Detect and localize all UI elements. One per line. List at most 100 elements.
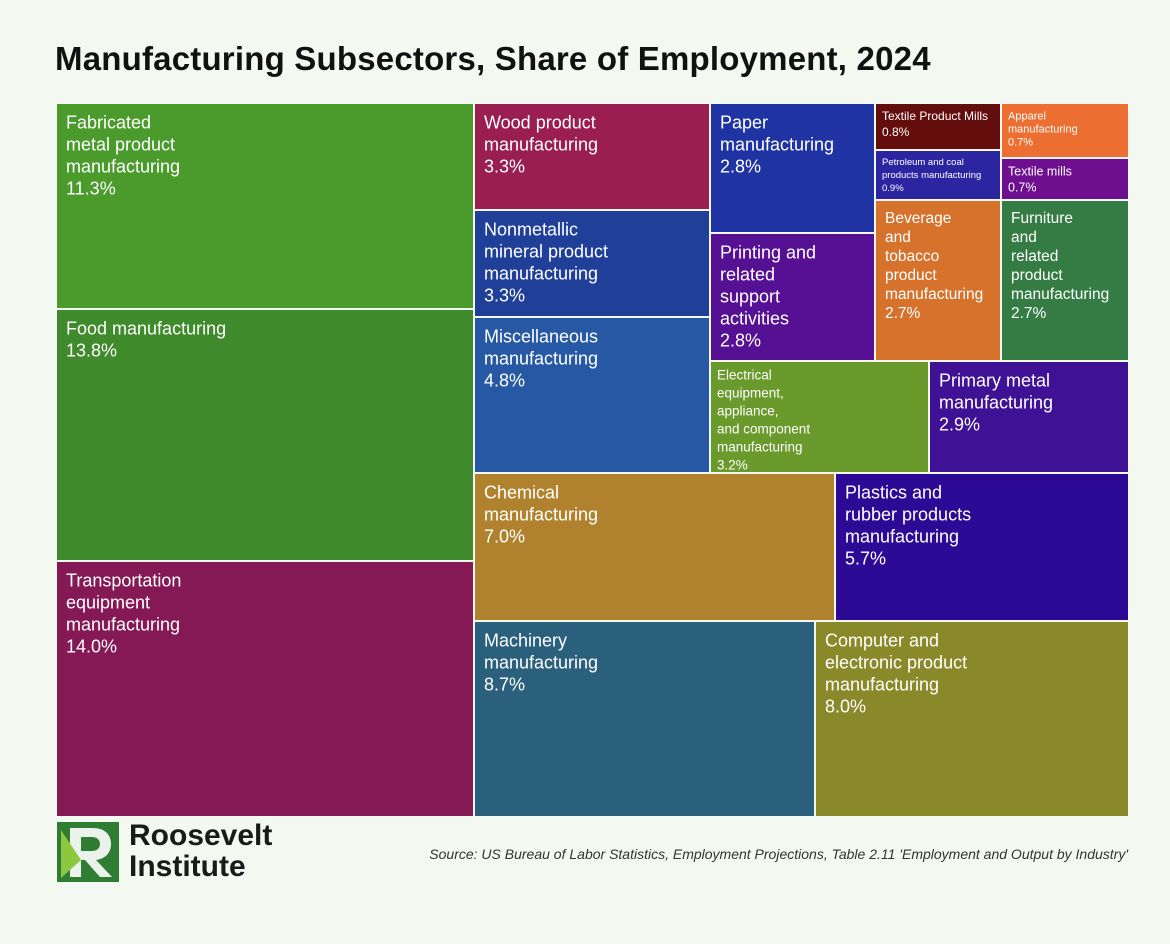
tile-name-line: Chemical (484, 482, 559, 502)
tile-rect-electrical-equipment (711, 362, 928, 472)
tile-wood-product[interactable]: Wood product manufacturing 3.3% (475, 104, 709, 209)
tile-miscellaneous[interactable]: Miscellaneous manufacturing 4.8% (475, 318, 709, 472)
tile-name-line: mineral product (484, 241, 608, 261)
tile-rect-transportation-equipment (57, 562, 473, 816)
tile-furniture[interactable]: Furniture and related product manufacturing 2… (1002, 201, 1128, 360)
tile-name-line: products manufacturing (882, 170, 981, 181)
tile-name-line: Textile Product Mills (882, 109, 988, 123)
source-note: Source: US Bureau of Labor Statistics, E… (429, 846, 1128, 862)
tile-machinery[interactable]: Machinery manufacturing 8.7% (475, 622, 814, 816)
tile-name-line: manufacturing (484, 504, 598, 524)
logo-line-1: Roosevelt (129, 819, 273, 852)
tile-name-line: manufacturing (720, 134, 834, 154)
tile-value: 2.7% (885, 305, 921, 322)
tile-electrical-equipment[interactable]: Electrical equipment, appliance, and compon… (711, 362, 928, 472)
tile-value: 4.8% (484, 370, 525, 390)
tile-fabricated-metal[interactable]: Fabricated metal product manufacturing 11.3… (57, 104, 473, 308)
tile-name-line: Petroleum and coal (882, 157, 964, 168)
tile-rect-miscellaneous (475, 318, 709, 472)
tile-rect-fabricated-metal (57, 104, 473, 308)
tile-name-line: manufacturing (1011, 286, 1109, 303)
tile-primary-metal[interactable]: Primary metal manufacturing 2.9% (930, 362, 1128, 472)
tile-name-line: Machinery (484, 630, 567, 650)
tile-value: 2.7% (1011, 305, 1047, 322)
tile-name-line: metal product (66, 134, 175, 154)
tile-value: 0.8% (882, 125, 910, 139)
tile-rect-petroleum-coal (876, 151, 1000, 199)
tile-computer-electronic[interactable]: Computer and electronic product manufactur… (816, 622, 1128, 816)
tile-label-miscellaneous: Miscellaneous manufacturing 4.8% (484, 326, 598, 390)
tile-label-printing: Printing and related support activities 2.8% (720, 242, 816, 350)
tile-petroleum-coal[interactable]: Petroleum and coal products manufacturing… (876, 151, 1000, 199)
tile-rect-paper (711, 104, 874, 232)
tile-name-line: manufacturing (66, 156, 180, 176)
tile-name-line: Paper (720, 112, 768, 132)
tile-value: 0.7% (1008, 136, 1033, 148)
tile-value: 7.0% (484, 526, 525, 546)
tile-textile-product-mills[interactable]: Textile Product Mills 0.8% (876, 104, 1000, 149)
tile-name-line: manufacturing (484, 652, 598, 672)
tile-name-line: Electrical (717, 367, 772, 382)
tile-label-chemical: Chemical manufacturing 7.0% (484, 482, 598, 546)
tile-rect-food (57, 310, 473, 560)
tile-label-textile-product-mills: Textile Product Mills 0.8% (882, 109, 988, 139)
tile-rect-textile-mills (1002, 159, 1128, 199)
tile-label-fabricated-metal: Fabricated metal product manufacturing 11.3… (66, 112, 180, 198)
tile-name-line: activities (720, 308, 789, 328)
tile-name-line: and (1011, 229, 1037, 246)
tile-value: 3.2% (717, 457, 748, 472)
tile-value: 3.3% (484, 156, 525, 176)
tile-name-line: product (1011, 267, 1063, 284)
tile-plastics-rubber[interactable]: Plastics and rubber products manufacturing… (836, 474, 1128, 620)
tile-nonmetallic-mineral[interactable]: Nonmetallic mineral product manufacturing 3… (475, 211, 709, 316)
tile-label-textile-mills: Textile mills 0.7% (1008, 165, 1072, 195)
tile-chemical[interactable]: Chemical manufacturing 7.0% (475, 474, 834, 620)
tile-label-furniture: Furniture and related product manufacturing 2… (1011, 210, 1109, 322)
tile-name-line: Furniture (1011, 210, 1073, 227)
tile-beverage-tobacco[interactable]: Beverage and tobacco product manufacturing 2.… (876, 201, 1000, 360)
tile-name-line: manufacturing (66, 614, 180, 634)
chart-title: Manufacturing Subsectors, Share of Emplo… (55, 40, 931, 77)
tile-apparel[interactable]: Apparel manufacturing 0.7% (1002, 104, 1128, 157)
tile-value: 11.3% (66, 178, 116, 198)
tile-rect-printing (711, 234, 874, 360)
tile-textile-mills[interactable]: Textile mills 0.7% (1002, 159, 1128, 199)
tile-paper[interactable]: Paper manufacturing 2.8% (711, 104, 874, 232)
tile-rect-primary-metal (930, 362, 1128, 472)
tile-name-line: product (885, 267, 937, 284)
tile-value: 14.0% (66, 636, 117, 656)
tile-value: 2.9% (939, 414, 980, 434)
tile-label-beverage-tobacco: Beverage and tobacco product manufacturing 2.… (885, 210, 983, 322)
tile-name-line: support (720, 286, 780, 306)
tile-value: 3.3% (484, 285, 525, 305)
tile-name-line: tobacco (885, 248, 939, 265)
tile-name-line: Computer and (825, 630, 939, 650)
tile-rect-computer-electronic (816, 622, 1128, 816)
tile-label-petroleum-coal: Petroleum and coal products manufacturing… (882, 157, 981, 194)
roosevelt-institute-logo[interactable]: Roosevelt Institute (57, 819, 307, 884)
tile-name-line: electronic product (825, 652, 967, 672)
tile-rect-textile-product-mills (876, 104, 1000, 149)
tile-food[interactable]: Food manufacturing 13.8% (57, 310, 473, 560)
tile-label-wood-product: Wood product manufacturing 3.3% (484, 112, 598, 176)
tile-name-line: manufacturing (845, 526, 959, 546)
tile-name-line: and component (717, 421, 810, 436)
tile-name-line: Textile mills (1008, 165, 1072, 179)
tile-printing[interactable]: Printing and related support activities 2.8% (711, 234, 874, 360)
tile-name-line: rubber products (845, 504, 971, 524)
tile-name-line: related (1011, 248, 1058, 265)
tile-value: 8.7% (484, 674, 525, 694)
logo-r-icon (57, 822, 119, 882)
tile-name-line: Wood product (484, 112, 596, 132)
tile-value: 13.8% (66, 340, 117, 360)
tile-rect-chemical (475, 474, 834, 620)
tile-transportation-equipment[interactable]: Transportation equipment manufacturing 14.0… (57, 562, 473, 816)
tile-value: 2.8% (720, 156, 761, 176)
tile-value: 2.8% (720, 330, 761, 350)
logo-line-2: Institute (129, 850, 246, 883)
tile-name-line: related (720, 264, 775, 284)
tile-label-food: Food manufacturing 13.8% (66, 318, 226, 360)
tile-name-line: manufacturing (825, 674, 939, 694)
tile-rect-beverage-tobacco (876, 201, 1000, 360)
